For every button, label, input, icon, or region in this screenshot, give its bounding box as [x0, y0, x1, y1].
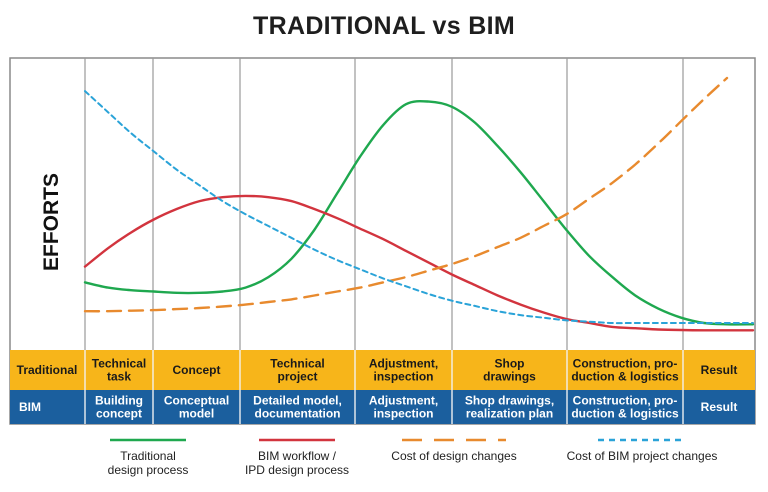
y-axis-label: EFFORTS [40, 173, 63, 271]
series-bim-workflow [83, 194, 755, 332]
legend-bim-workflow-label: BIM workflow / IPD design process [245, 449, 349, 477]
series-traditional-design [83, 99, 755, 326]
legend-cost-design-changes-label: Cost of design changes [391, 449, 516, 463]
legend-cost-bim-changes-label: Cost of BIM project changes [567, 449, 718, 463]
phase-label-bim: Detailed model, documentation [253, 394, 342, 421]
series-cost-bim-changes [84, 90, 754, 325]
phase-label-traditional: Technical task [92, 357, 146, 384]
phase-label-traditional: Result [701, 363, 738, 377]
phase-label-traditional: Concept [173, 363, 221, 377]
phase-label-bim: Shop drawings, realization plan [465, 394, 554, 421]
phase-label-traditional: Technical project [270, 357, 324, 384]
row-label-bim: BIM [19, 400, 41, 414]
phase-label-bim: Building concept [95, 394, 143, 421]
row-label-traditional: Traditional [17, 363, 78, 377]
phase-label-bim: Construction, pro-duction & logistics [571, 394, 679, 421]
phase-label-traditional: Construction, pro-duction & logistics [571, 357, 679, 384]
phase-label-bim: Adjustment, inspection [369, 394, 438, 421]
chart-title: TRADITIONAL vs BIM [253, 12, 515, 40]
legend-traditional-design-label: Traditional design process [108, 449, 189, 477]
phase-labels: Technical task Building concept Concept Conce… [92, 357, 738, 421]
bim-row-band [10, 390, 755, 424]
traditional-row-band [10, 350, 755, 390]
series-lines [83, 76, 755, 332]
phase-label-bim: Result [701, 400, 738, 414]
phase-label-traditional: Adjustment, inspection [369, 357, 438, 384]
series-cost-design-changes [83, 76, 729, 313]
phase-label-traditional: Shop drawings [483, 357, 536, 384]
phase-label-bim: Conceptual model [164, 394, 229, 421]
legend: Traditional design process BIM workflow / I… [108, 438, 718, 477]
